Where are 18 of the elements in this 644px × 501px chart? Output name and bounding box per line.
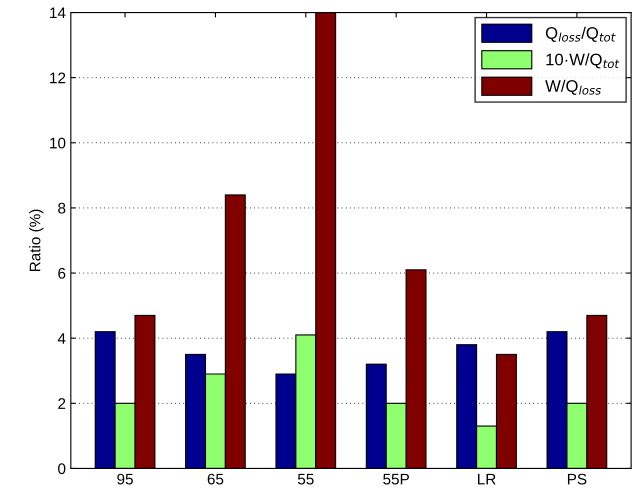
legend-label: 10·W/Q$_{tot}$: [546, 53, 620, 68]
y-tick-label: 4: [58, 333, 66, 344]
x-tick-label: 55: [298, 474, 314, 485]
x-tick-label: LR: [478, 474, 496, 484]
y-tick-label: 14: [50, 8, 66, 18]
legend-label: W/Q$_{loss}$: [545, 80, 601, 95]
x-tick-label: 55P: [383, 474, 409, 485]
x-tick-label: PS: [568, 474, 586, 485]
y-tick-label: 10: [50, 138, 66, 148]
y-tick-label: 2: [58, 398, 66, 409]
x-tick-label: 95: [117, 474, 133, 485]
legend-label: Q$_{loss}$/Q$_{tot}$: [546, 26, 616, 42]
y-tick-label: 0: [58, 463, 66, 474]
y-tick-label: 6: [58, 268, 66, 279]
y-tick-label: 12: [50, 72, 66, 84]
y-tick-label: 8: [58, 202, 66, 214]
x-tick-label: 65: [208, 474, 224, 485]
y-axis-title: Ratio (%): [29, 210, 44, 272]
